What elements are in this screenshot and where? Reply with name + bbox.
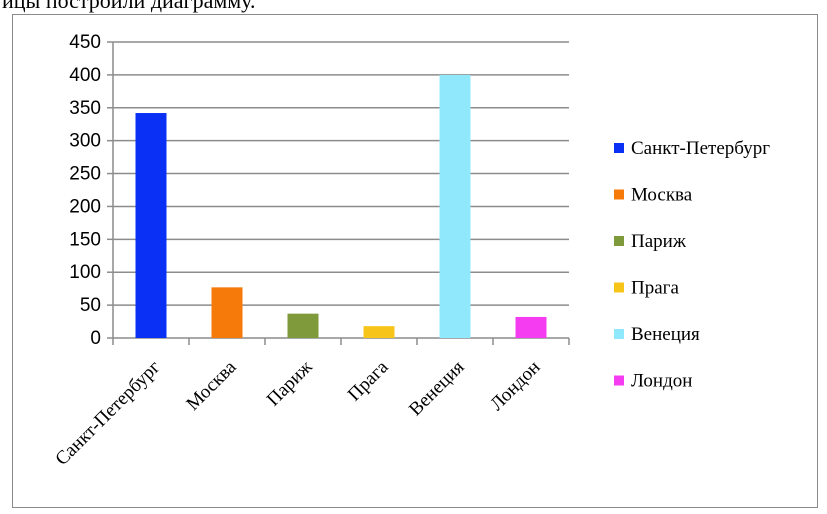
x-tick-label: Прага (344, 356, 393, 405)
bar-5 (439, 74, 471, 338)
y-tick-label: 150 (69, 229, 101, 250)
x-axis-labels: Санкт-Петербург Москва Париж Прага Венеция Ло… (51, 356, 544, 470)
bar-3 (287, 313, 319, 338)
y-tick-label: 250 (69, 164, 101, 185)
legend-swatch-3 (614, 236, 624, 246)
legend-swatch-2 (614, 189, 624, 200)
y-tick-label: 200 (69, 196, 101, 217)
legend: Санкт-Петербург Москва Париж Прага Венеция Ло… (614, 138, 770, 392)
page-top-text: ицы построили диаграмму. (2, 0, 256, 13)
x-tick-label: Париж (263, 356, 317, 410)
y-tick-label: 50 (80, 295, 101, 316)
y-tick-label: 350 (69, 98, 101, 119)
bar-1 (135, 113, 167, 338)
legend-swatch-1 (614, 143, 624, 153)
y-tick-label: 450 (69, 32, 101, 53)
x-tick-label: Москва (182, 356, 241, 415)
legend-entry: Венеция (631, 324, 700, 345)
y-tick-label: 0 (90, 328, 101, 349)
y-tick-label: 100 (69, 262, 101, 283)
y-tick-label: 400 (69, 65, 101, 86)
legend-entry: Париж (631, 231, 687, 252)
x-tick-label: Лондон (486, 357, 544, 415)
bars (135, 74, 547, 338)
bar-2 (211, 287, 243, 338)
legend-entry: Санкт-Петербург (631, 138, 770, 159)
legend-swatch-4 (614, 282, 624, 293)
x-tick-label: Венеция (405, 357, 469, 421)
bar-4 (363, 326, 395, 338)
bar-6 (515, 316, 547, 338)
legend-entry: Прага (631, 278, 679, 299)
legend-swatch-6 (614, 375, 624, 386)
y-tick-label: 300 (69, 131, 101, 152)
grid-lines (107, 41, 570, 345)
x-tick-label: Санкт-Петербург (51, 357, 164, 470)
legend-entry: Москва (631, 185, 693, 206)
legend-entry: Лондон (631, 371, 692, 392)
legend-swatch-5 (614, 329, 624, 339)
y-axis-ticks: 0 50 100 150 200 250 300 350 400 450 (69, 32, 101, 349)
